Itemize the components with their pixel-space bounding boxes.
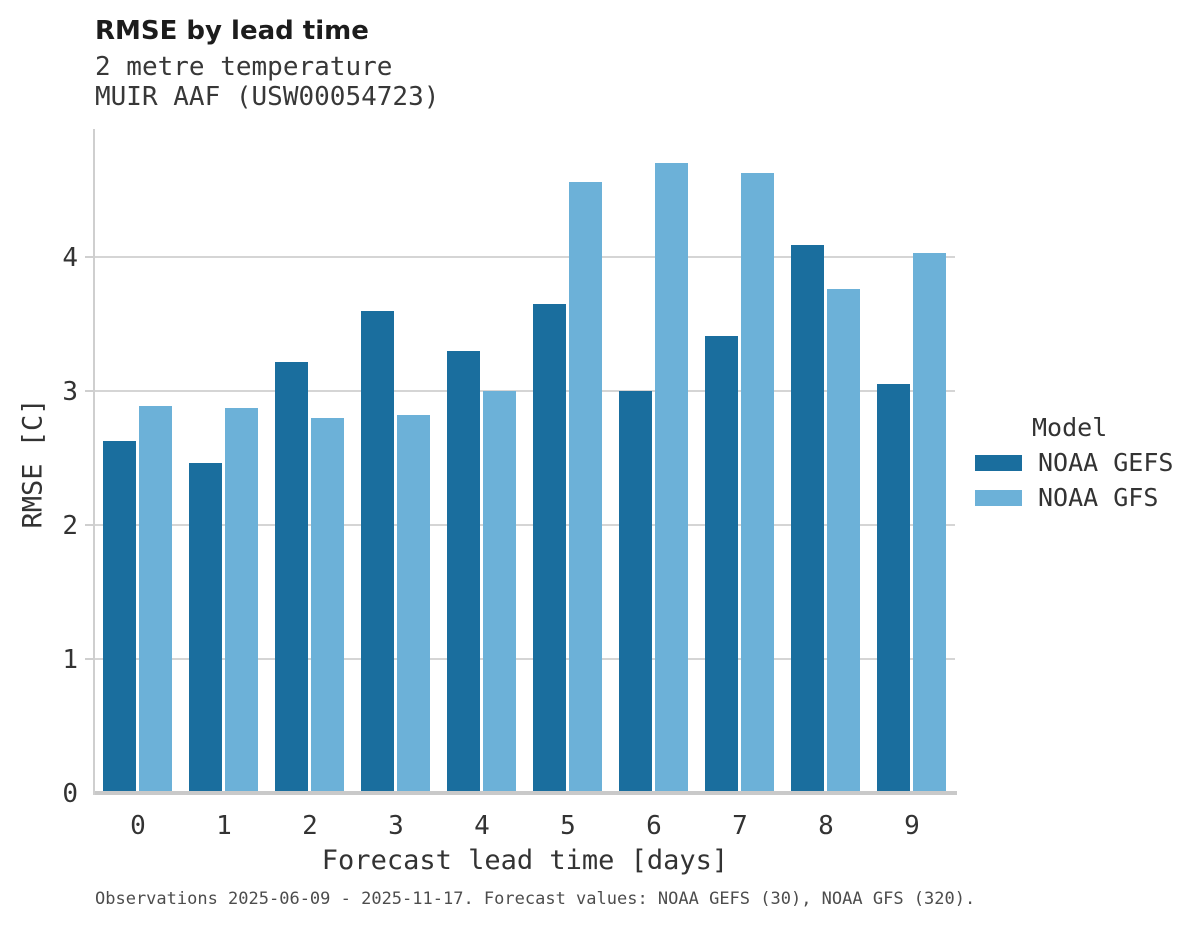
chart-subtitle-station: MUIR AAF (USW00054723): [95, 82, 440, 112]
gridline-y4: [95, 256, 955, 258]
x-tick-label: 4: [474, 811, 490, 841]
gridline-y3: [95, 390, 955, 392]
x-tick-label: 3: [388, 811, 404, 841]
x-axis-title: Forecast lead time [days]: [321, 845, 729, 876]
bar-noaa-gfs-lead2: [311, 418, 344, 793]
y-tick-label: 2: [62, 511, 78, 541]
bar-noaa-gefs-lead5: [533, 304, 566, 793]
legend-item-gfs: NOAA GFS: [975, 484, 1158, 512]
bar-noaa-gefs-lead6: [619, 391, 652, 793]
x-tick-label: 9: [904, 811, 920, 841]
y-tick-mark: [85, 256, 93, 258]
bar-noaa-gefs-lead8: [791, 245, 824, 793]
x-tick-label: 6: [646, 811, 662, 841]
y-tick-label: 3: [62, 377, 78, 407]
bar-noaa-gfs-lead5: [569, 182, 602, 793]
y-tick-label: 4: [62, 243, 78, 273]
x-axis-baseline: [95, 791, 957, 795]
chart-title: RMSE by lead time: [95, 16, 369, 46]
bar-noaa-gefs-lead7: [705, 336, 738, 793]
bar-noaa-gefs-lead2: [275, 362, 308, 793]
bar-noaa-gfs-lead4: [483, 391, 516, 793]
bar-noaa-gfs-lead8: [827, 289, 860, 793]
bar-noaa-gfs-lead9: [913, 253, 946, 793]
bar-noaa-gfs-lead1: [225, 408, 258, 793]
bar-noaa-gefs-lead9: [877, 384, 910, 793]
x-tick-label: 8: [818, 811, 834, 841]
bar-noaa-gfs-lead0: [139, 406, 172, 793]
y-tick-label: 0: [62, 779, 78, 809]
legend-title: Model: [1032, 413, 1108, 442]
x-tick-label: 2: [302, 811, 318, 841]
bar-noaa-gefs-lead4: [447, 351, 480, 793]
plot-area: [85, 129, 957, 795]
chart-subtitle-variable: 2 metre temperature: [95, 52, 393, 82]
bar-noaa-gefs-lead3: [361, 311, 394, 793]
x-tick-label: 5: [560, 811, 576, 841]
x-tick-label: 1: [216, 811, 232, 841]
y-tick-mark: [85, 658, 93, 660]
legend-label-gefs: NOAA GEFS: [1038, 448, 1174, 477]
x-tick-label: 7: [732, 811, 748, 841]
legend-label-gfs: NOAA GFS: [1038, 483, 1159, 512]
gridline-y2: [95, 524, 955, 526]
y-axis-title: RMSE [C]: [17, 398, 49, 529]
y-axis-spine: [93, 129, 95, 795]
caption-text: Observations 2025-06-09 - 2025-11-17. Fo…: [95, 889, 976, 909]
legend-swatch-gefs: [975, 455, 1022, 471]
y-tick-label: 1: [62, 645, 78, 675]
legend-item-gefs: NOAA GEFS: [975, 449, 1173, 477]
x-tick-label: 0: [130, 811, 146, 841]
bar-noaa-gfs-lead6: [655, 163, 688, 793]
y-tick-mark: [85, 524, 93, 526]
bar-noaa-gfs-lead7: [741, 173, 774, 793]
y-tick-mark: [85, 390, 93, 392]
legend-swatch-gfs: [975, 490, 1022, 506]
bar-noaa-gefs-lead0: [103, 441, 136, 793]
bar-noaa-gfs-lead3: [397, 415, 430, 793]
bar-noaa-gefs-lead1: [189, 463, 222, 793]
gridline-y1: [95, 658, 955, 660]
